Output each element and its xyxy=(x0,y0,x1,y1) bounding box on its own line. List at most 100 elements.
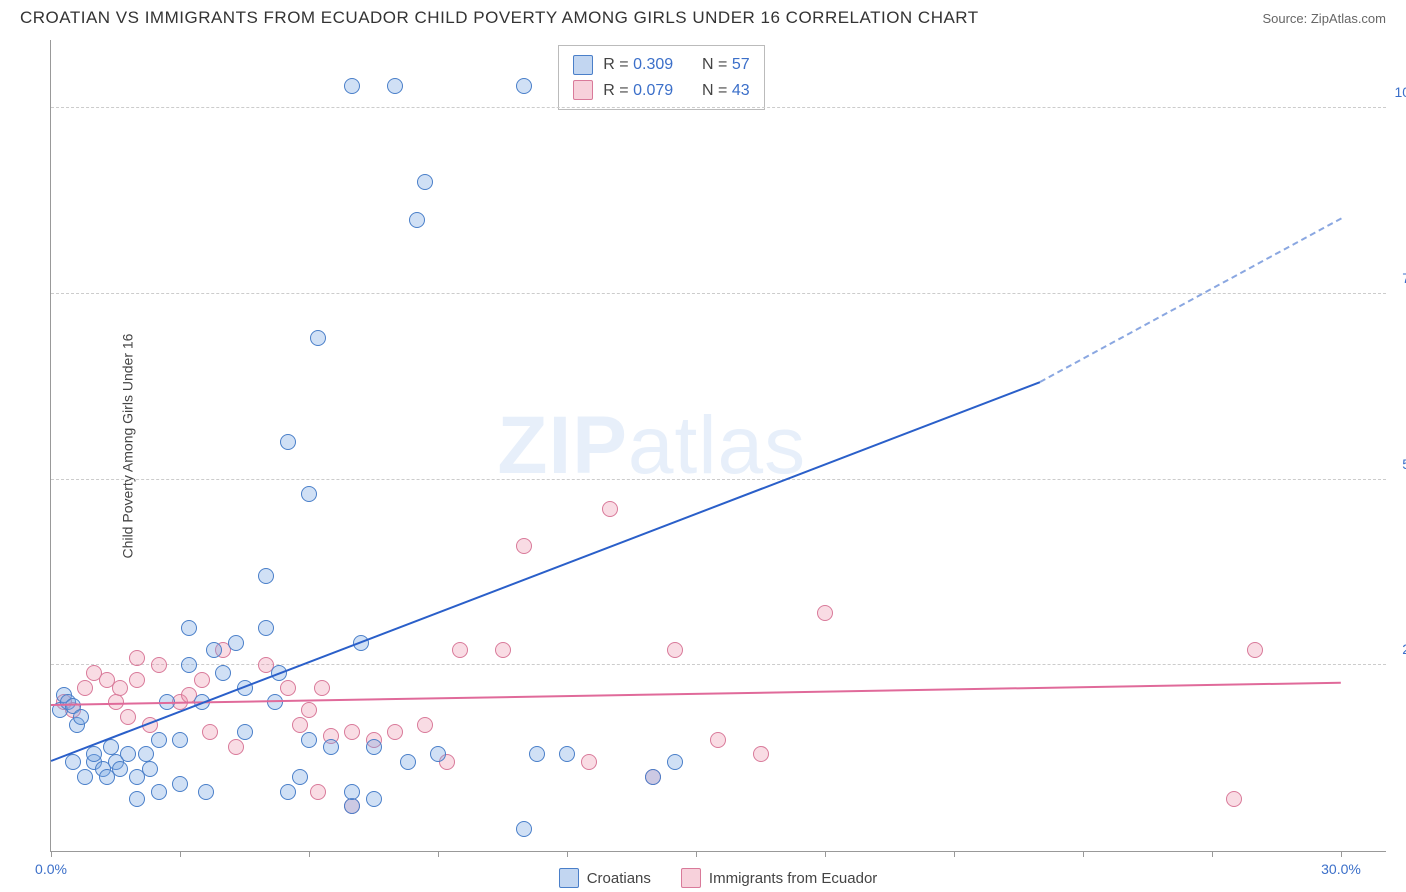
scatter-point-pink xyxy=(417,717,433,733)
scatter-point-blue xyxy=(142,761,158,777)
scatter-point-blue xyxy=(120,746,136,762)
x-tick xyxy=(51,851,52,857)
trendline-blue-dashed xyxy=(1040,218,1342,383)
scatter-point-blue xyxy=(198,784,214,800)
swatch-blue-icon xyxy=(573,55,593,75)
y-tick-label: 50.0% xyxy=(1402,456,1406,472)
scatter-point-pink xyxy=(710,732,726,748)
scatter-point-pink xyxy=(280,680,296,696)
scatter-point-blue xyxy=(228,635,244,651)
scatter-point-pink xyxy=(120,709,136,725)
gridline xyxy=(51,107,1386,108)
scatter-point-pink xyxy=(292,717,308,733)
scatter-point-pink xyxy=(495,642,511,658)
scatter-point-blue xyxy=(86,746,102,762)
scatter-point-blue xyxy=(292,769,308,785)
scatter-point-pink xyxy=(310,784,326,800)
scatter-point-blue xyxy=(323,739,339,755)
scatter-point-blue xyxy=(73,709,89,725)
gridline xyxy=(51,293,1386,294)
scatter-point-blue xyxy=(417,174,433,190)
scatter-point-blue xyxy=(258,568,274,584)
scatter-point-blue xyxy=(129,791,145,807)
scatter-point-pink xyxy=(129,650,145,666)
scatter-point-blue xyxy=(172,732,188,748)
scatter-point-pink xyxy=(753,746,769,762)
stats-row-blue: R = 0.309 N = 57 xyxy=(573,52,749,78)
scatter-point-blue xyxy=(344,784,360,800)
legend-item-blue: Croatians xyxy=(559,868,651,888)
x-tick xyxy=(696,851,697,857)
y-axis-label: Child Poverty Among Girls Under 16 xyxy=(119,333,135,558)
x-tick xyxy=(1083,851,1084,857)
scatter-point-blue xyxy=(103,739,119,755)
scatter-point-blue xyxy=(237,724,253,740)
x-tick xyxy=(309,851,310,857)
scatter-point-blue xyxy=(280,434,296,450)
scatter-point-pink xyxy=(1247,642,1263,658)
scatter-point-pink xyxy=(1226,791,1242,807)
legend-item-pink: Immigrants from Ecuador xyxy=(681,868,877,888)
scatter-point-blue xyxy=(529,746,545,762)
swatch-blue-icon xyxy=(559,868,579,888)
scatter-point-blue xyxy=(409,212,425,228)
scatter-point-pink xyxy=(194,672,210,688)
scatter-point-pink xyxy=(344,724,360,740)
scatter-point-pink xyxy=(314,680,330,696)
scatter-point-pink xyxy=(667,642,683,658)
y-tick-label: 25.0% xyxy=(1402,641,1406,657)
scatter-point-blue xyxy=(258,620,274,636)
swatch-pink-icon xyxy=(573,80,593,100)
scatter-point-blue xyxy=(301,732,317,748)
scatter-point-pink xyxy=(602,501,618,517)
scatter-point-blue xyxy=(645,769,661,785)
stats-row-pink: R = 0.079 N = 43 xyxy=(573,78,749,104)
bottom-legend: Croatians Immigrants from Ecuador xyxy=(50,868,1386,888)
scatter-point-blue xyxy=(151,784,167,800)
scatter-point-pink xyxy=(581,754,597,770)
scatter-point-blue xyxy=(516,821,532,837)
scatter-point-blue xyxy=(344,78,360,94)
scatter-point-blue xyxy=(366,739,382,755)
stats-legend-box: R = 0.309 N = 57 R = 0.079 N = 43 xyxy=(558,45,764,110)
scatter-point-blue xyxy=(77,769,93,785)
y-tick-label: 75.0% xyxy=(1402,270,1406,286)
scatter-point-pink xyxy=(301,702,317,718)
scatter-point-pink xyxy=(77,680,93,696)
x-tick xyxy=(567,851,568,857)
x-tick xyxy=(954,851,955,857)
scatter-point-blue xyxy=(280,784,296,800)
scatter-point-blue xyxy=(181,657,197,673)
swatch-pink-icon xyxy=(681,868,701,888)
scatter-point-blue xyxy=(310,330,326,346)
x-tick xyxy=(1341,851,1342,857)
scatter-point-pink xyxy=(387,724,403,740)
scatter-point-pink xyxy=(112,680,128,696)
scatter-point-pink xyxy=(452,642,468,658)
scatter-point-blue xyxy=(516,78,532,94)
trendline-blue xyxy=(51,381,1041,762)
scatter-point-blue xyxy=(172,776,188,792)
scatter-point-pink xyxy=(516,538,532,554)
y-tick-label: 100.0% xyxy=(1395,84,1406,100)
x-tick xyxy=(825,851,826,857)
scatter-point-blue xyxy=(301,486,317,502)
scatter-point-blue xyxy=(151,732,167,748)
scatter-point-pink xyxy=(817,605,833,621)
scatter-point-blue xyxy=(344,798,360,814)
gridline xyxy=(51,479,1386,480)
scatter-point-blue xyxy=(206,642,222,658)
chart-container: Child Poverty Among Girls Under 16 ZIPat… xyxy=(50,40,1386,852)
scatter-point-blue xyxy=(366,791,382,807)
scatter-point-blue xyxy=(267,694,283,710)
chart-title: CROATIAN VS IMMIGRANTS FROM ECUADOR CHIL… xyxy=(20,8,979,28)
x-tick xyxy=(438,851,439,857)
scatter-point-blue xyxy=(667,754,683,770)
scatter-point-blue xyxy=(65,754,81,770)
scatter-point-pink xyxy=(202,724,218,740)
plot-area: Child Poverty Among Girls Under 16 ZIPat… xyxy=(50,40,1386,852)
scatter-point-blue xyxy=(215,665,231,681)
scatter-point-pink xyxy=(228,739,244,755)
gridline xyxy=(51,664,1386,665)
scatter-point-pink xyxy=(129,672,145,688)
